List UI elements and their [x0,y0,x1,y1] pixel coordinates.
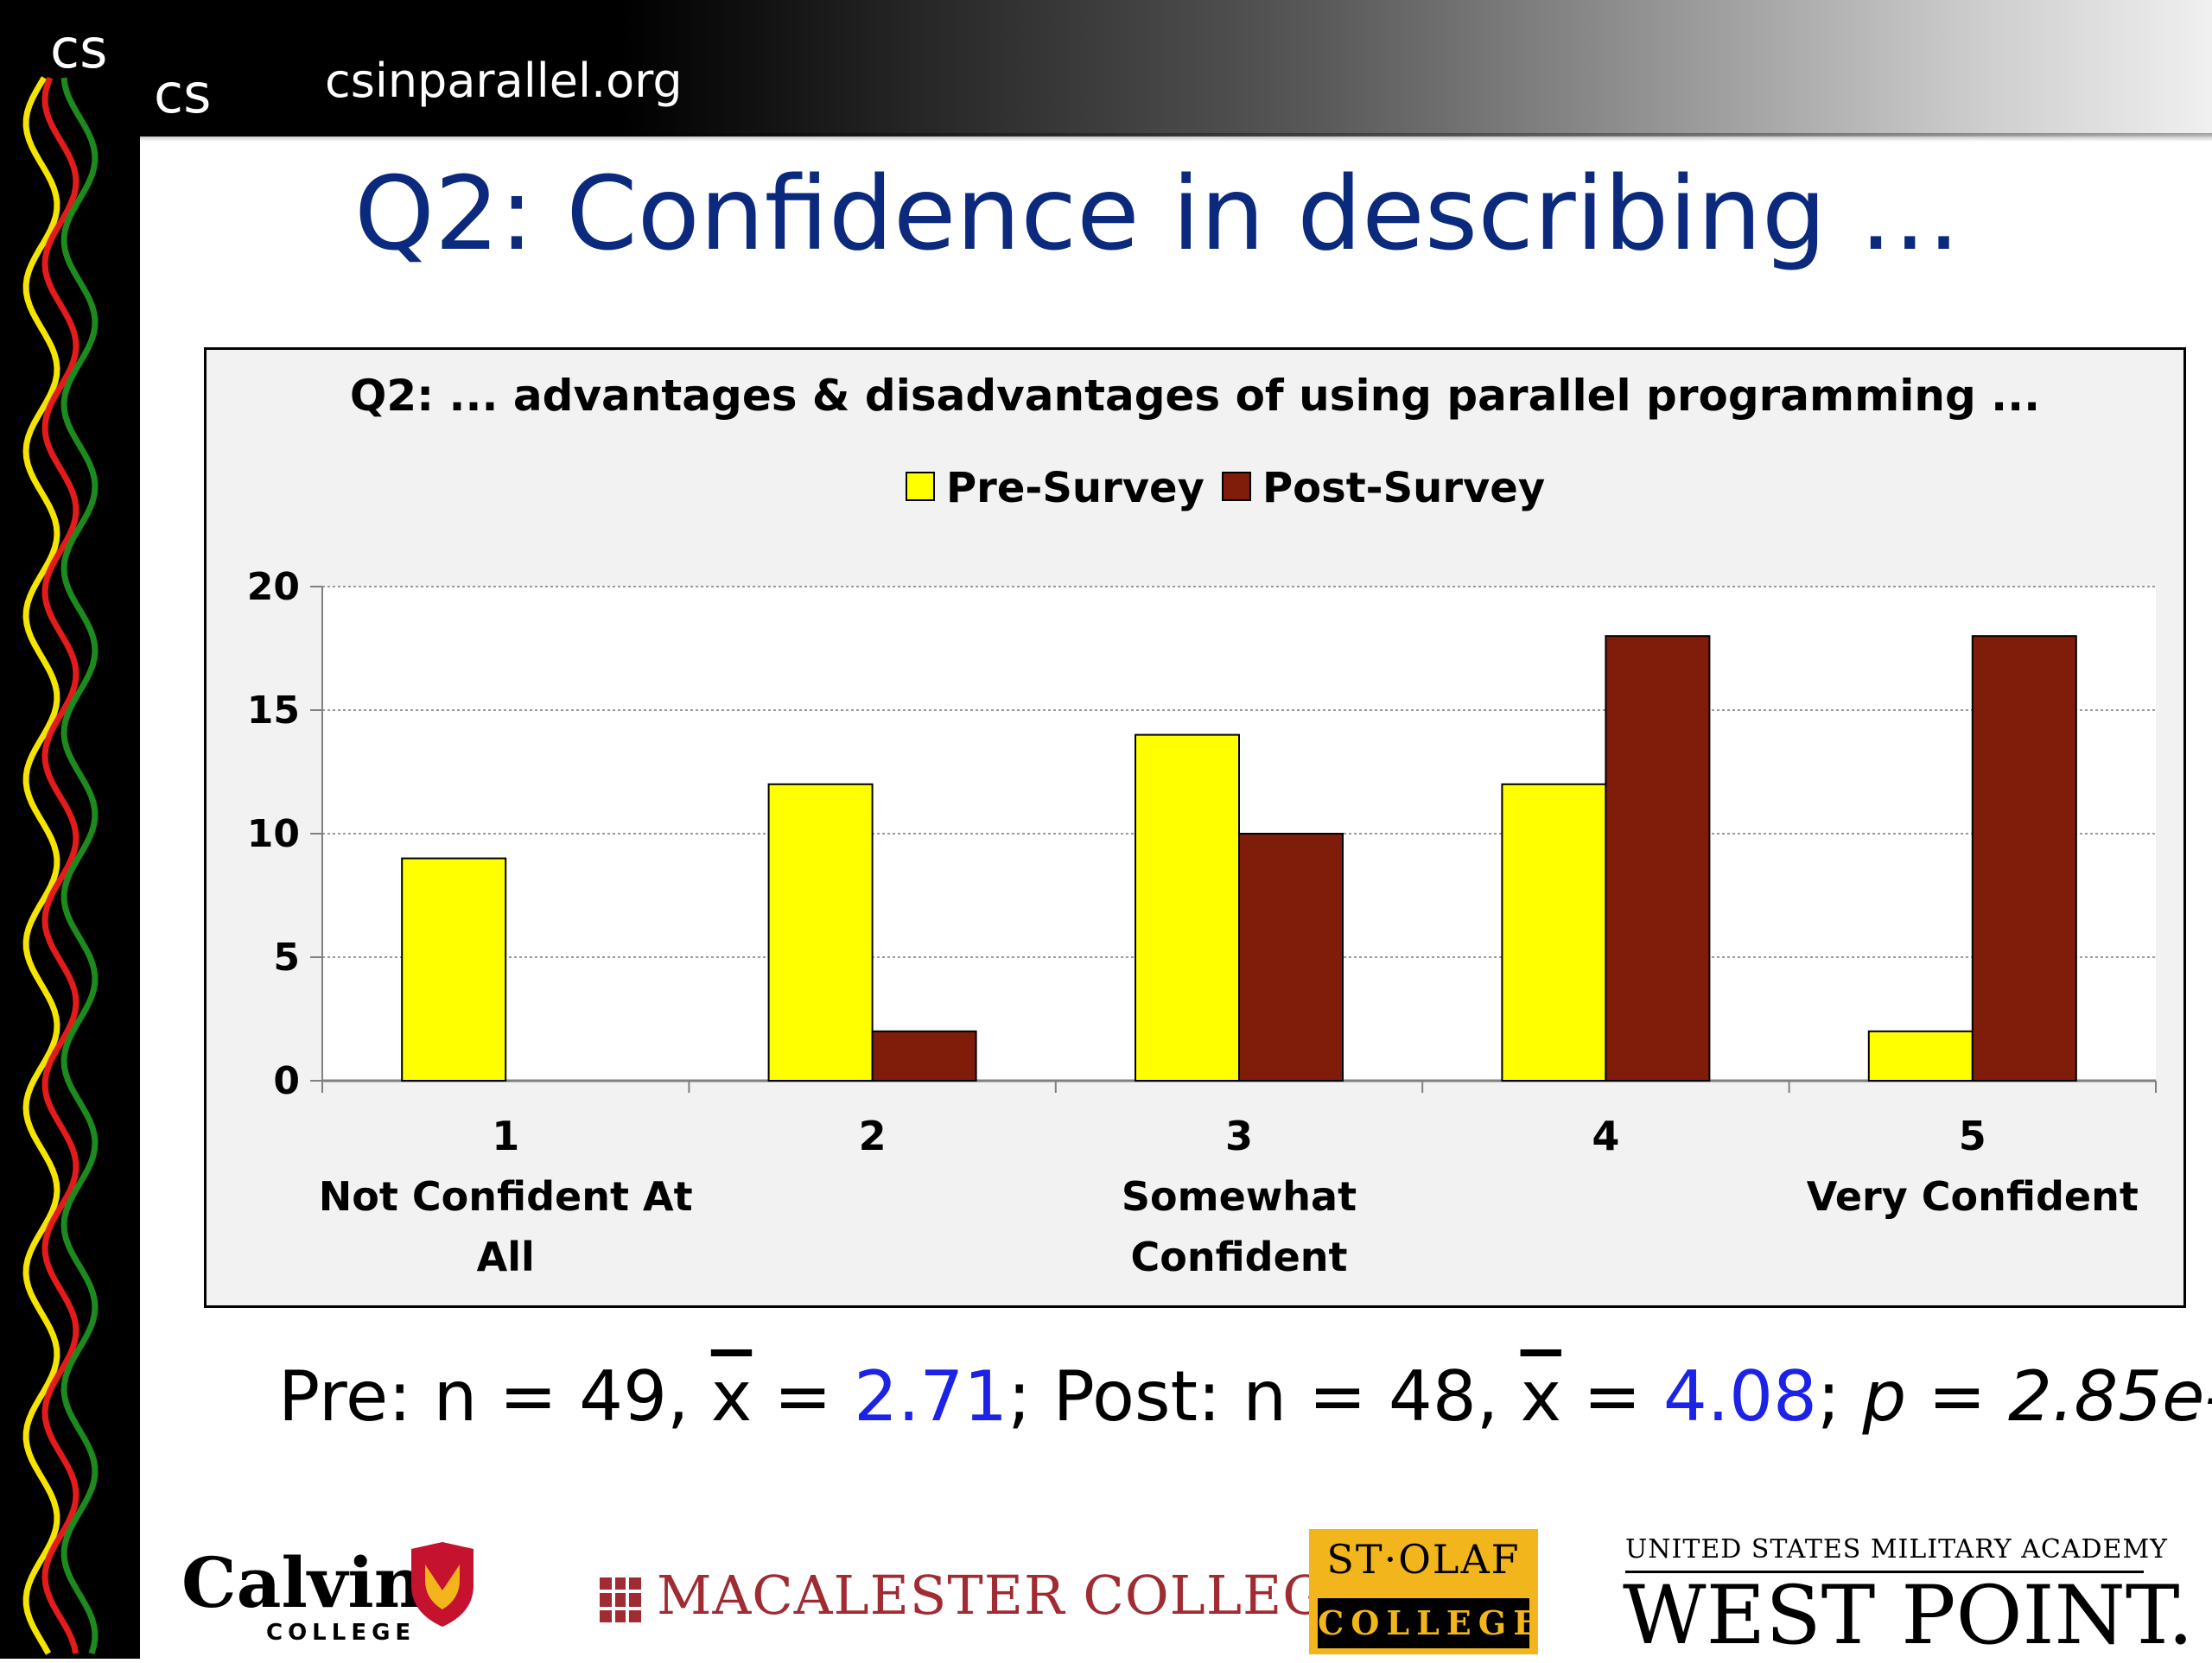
stats-pre-label: Pre: n = 49, [278,1356,711,1437]
stats-post-label: ; Post: n = 48, [1007,1356,1521,1437]
bar-pre-1 [401,857,507,1082]
stats-pre-mean: 2.71 [854,1356,1008,1437]
y-tick-label-10: 10 [247,812,300,856]
y-tick-label-15: 15 [247,689,300,733]
stats-sep: ; [1816,1356,1863,1437]
stats-p-value: p = 2.85e-9 [1862,1356,2212,1437]
y-tick-label-0: 0 [273,1059,300,1103]
st-olaf-logo-bottom: COLLEGE [1318,1598,1538,1648]
st-olaf-college-logo: ST·OLAF COLLEGE [1309,1529,1538,1654]
stats-line: Pre: n = 49, x = 2.71; Post: n = 48, x =… [278,1356,2212,1437]
west-point-logo-rule [1625,1571,2144,1573]
west-point-logo: UNITED STATES MILITARY ACADEMY WEST POIN… [1623,1534,2194,1663]
wave-red [41,76,79,1654]
x-category-sublabel-1-0: Not Confident At [319,1173,693,1220]
macalester-logo-word: MACALESTER COLLEGE [657,1564,1367,1627]
header-banner [0,0,2212,136]
cs-logo-text-1: cs [50,17,107,80]
bar-pre-4 [1501,783,1607,1082]
x-category-sublabel-3-1: Confident [1130,1234,1347,1280]
macalester-tartan-icon [600,1577,641,1622]
bar-chart: Q2: ... advantages & disadvantages of us… [247,371,2157,1280]
x-category-label-1: 1 [492,1113,519,1159]
bar-pre-3 [1135,733,1240,1082]
legend-label-0: Pre-Survey [946,464,1205,512]
stats-post-mean: 4.08 [1662,1356,1817,1437]
calvin-logo-sub: COLLEGE [266,1620,416,1646]
macalester-college-logo: MACALESTER COLLEGE [596,1564,1365,1633]
bar-post-3 [1238,833,1344,1082]
wave-green [60,77,99,1655]
bar-post-4 [1605,635,1711,1082]
x-category-sublabel-5-0: Very Confident [1807,1173,2139,1220]
x-category-sublabel-3-0: Somewhat [1122,1173,1357,1220]
x-category-label-5: 5 [1959,1113,1986,1159]
slide-title: Q2: Confidence in describing … [354,154,1961,273]
stats-post-xbar: x [1520,1356,1561,1437]
legend-swatch-1 [1222,472,1251,501]
legend-label-1: Post-Survey [1262,464,1545,512]
y-tick-label-5: 5 [273,936,300,980]
west-point-logo-top: UNITED STATES MILITARY ACADEMY [1625,1534,2168,1565]
y-tick-label-20: 20 [247,565,300,609]
legend-swatch-0 [906,472,935,501]
bar-pre-5 [1867,1030,1974,1082]
bar-post-2 [871,1030,977,1082]
cs-logo-text-2: cs [154,62,211,125]
site-url: csinparallel.org [325,54,683,108]
bar-pre-2 [767,783,874,1082]
stats-pre-eq: = [752,1356,855,1437]
chart-frame: Q2: ... advantages & disadvantages of us… [204,347,2186,1308]
chart-title: Q2: ... advantages & disadvantages of us… [350,371,2040,421]
west-point-logo-main: WEST POINT. [1623,1569,2194,1663]
st-olaf-logo-top: ST·OLAF [1326,1536,1521,1583]
left-decorative-bar [0,0,140,1659]
calvin-college-logo: Calvin COLLEGE [181,1542,484,1646]
wave-decoration: cs cs [22,17,211,1655]
x-category-label-4: 4 [1592,1113,1619,1159]
wave-yellow [22,76,60,1655]
calvin-logo-word: Calvin [181,1542,424,1623]
bar-post-5 [1971,635,2077,1082]
x-category-label-2: 2 [859,1113,887,1159]
x-category-label-3: 3 [1225,1113,1253,1159]
banner-shadow [138,133,2212,142]
calvin-shield-icon [411,1542,474,1627]
stats-pre-xbar: x [710,1356,753,1437]
stats-post-eq: = [1560,1356,1663,1437]
x-category-sublabel-1-1: All [477,1234,535,1280]
